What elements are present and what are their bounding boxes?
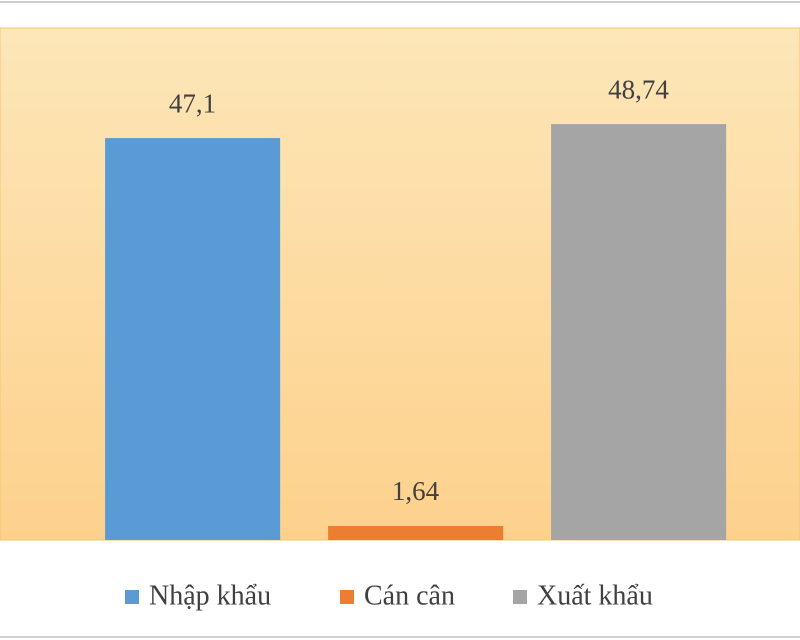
legend-label: Cán cân [364, 580, 455, 611]
legend-label: Nhập khẩu [149, 580, 271, 611]
bar [105, 138, 281, 540]
legend-label: Xuất khẩu [537, 580, 653, 611]
data-label: 1,64 [392, 476, 440, 506]
legend-swatch [125, 590, 139, 604]
legend-swatch [513, 590, 527, 604]
bar [551, 124, 727, 541]
bar [328, 526, 504, 540]
legend-swatch [340, 590, 354, 604]
data-label: 47,1 [169, 88, 216, 118]
data-label: 48,74 [608, 74, 669, 104]
